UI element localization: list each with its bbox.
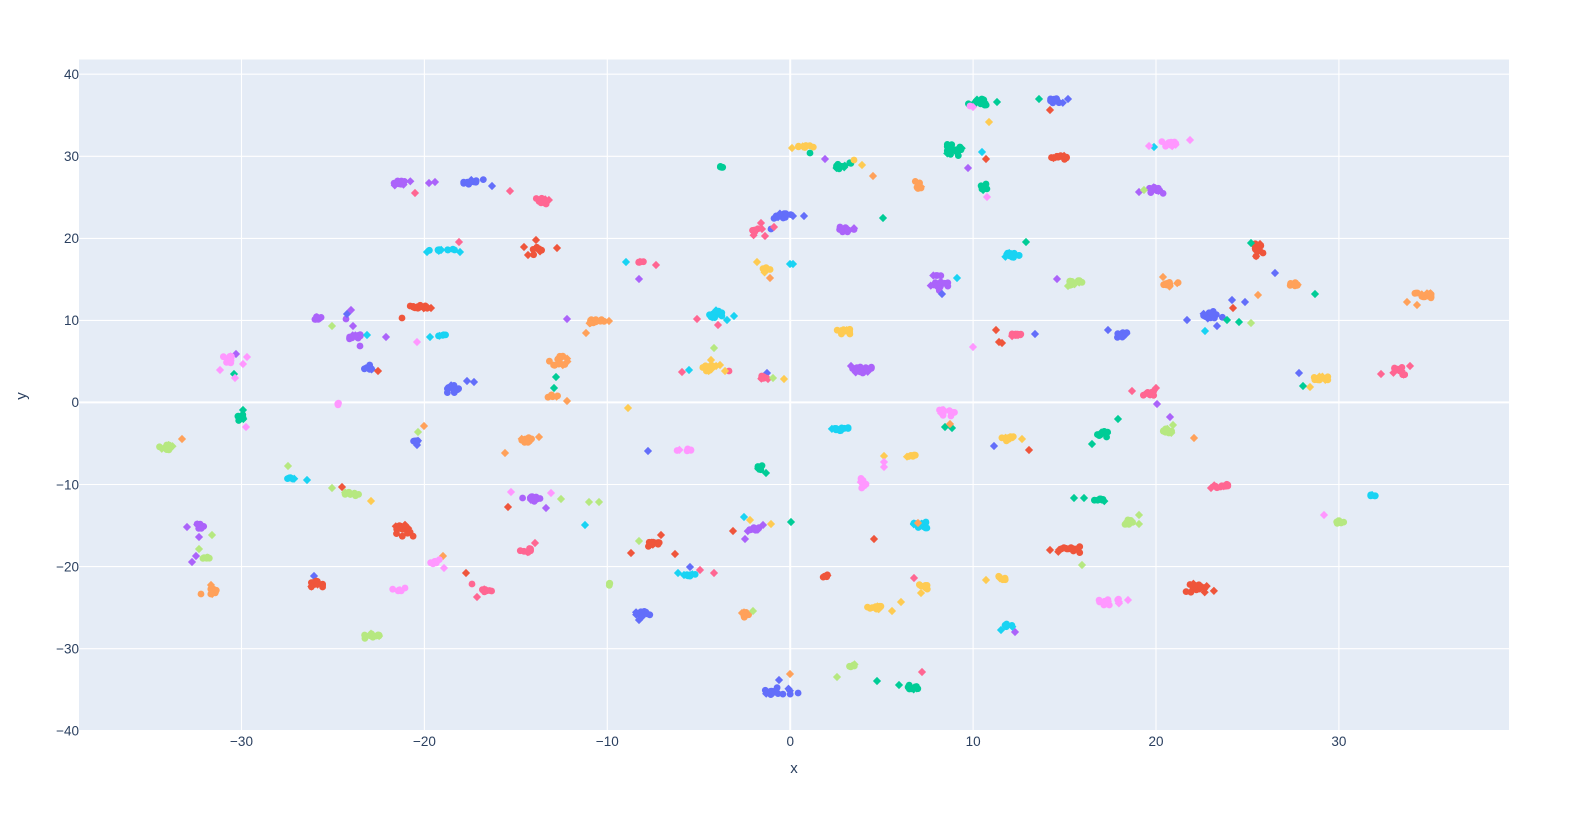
svg-text:30: 30 [1331, 734, 1346, 749]
svg-text:−10: −10 [596, 734, 619, 749]
svg-text:x: x [790, 760, 798, 777]
svg-text:30: 30 [64, 149, 79, 164]
svg-text:−30: −30 [230, 734, 253, 749]
svg-text:10: 10 [64, 313, 79, 328]
svg-text:0: 0 [786, 734, 794, 749]
svg-text:−20: −20 [56, 559, 79, 574]
svg-text:−10: −10 [56, 477, 79, 492]
svg-text:40: 40 [64, 67, 79, 82]
svg-text:−30: −30 [56, 642, 79, 657]
svg-text:20: 20 [64, 231, 79, 246]
svg-text:y: y [13, 392, 30, 400]
svg-text:0: 0 [71, 395, 79, 410]
svg-text:20: 20 [1148, 734, 1163, 749]
svg-text:−40: −40 [56, 723, 79, 738]
svg-text:−20: −20 [413, 734, 436, 749]
svg-text:10: 10 [966, 734, 981, 749]
